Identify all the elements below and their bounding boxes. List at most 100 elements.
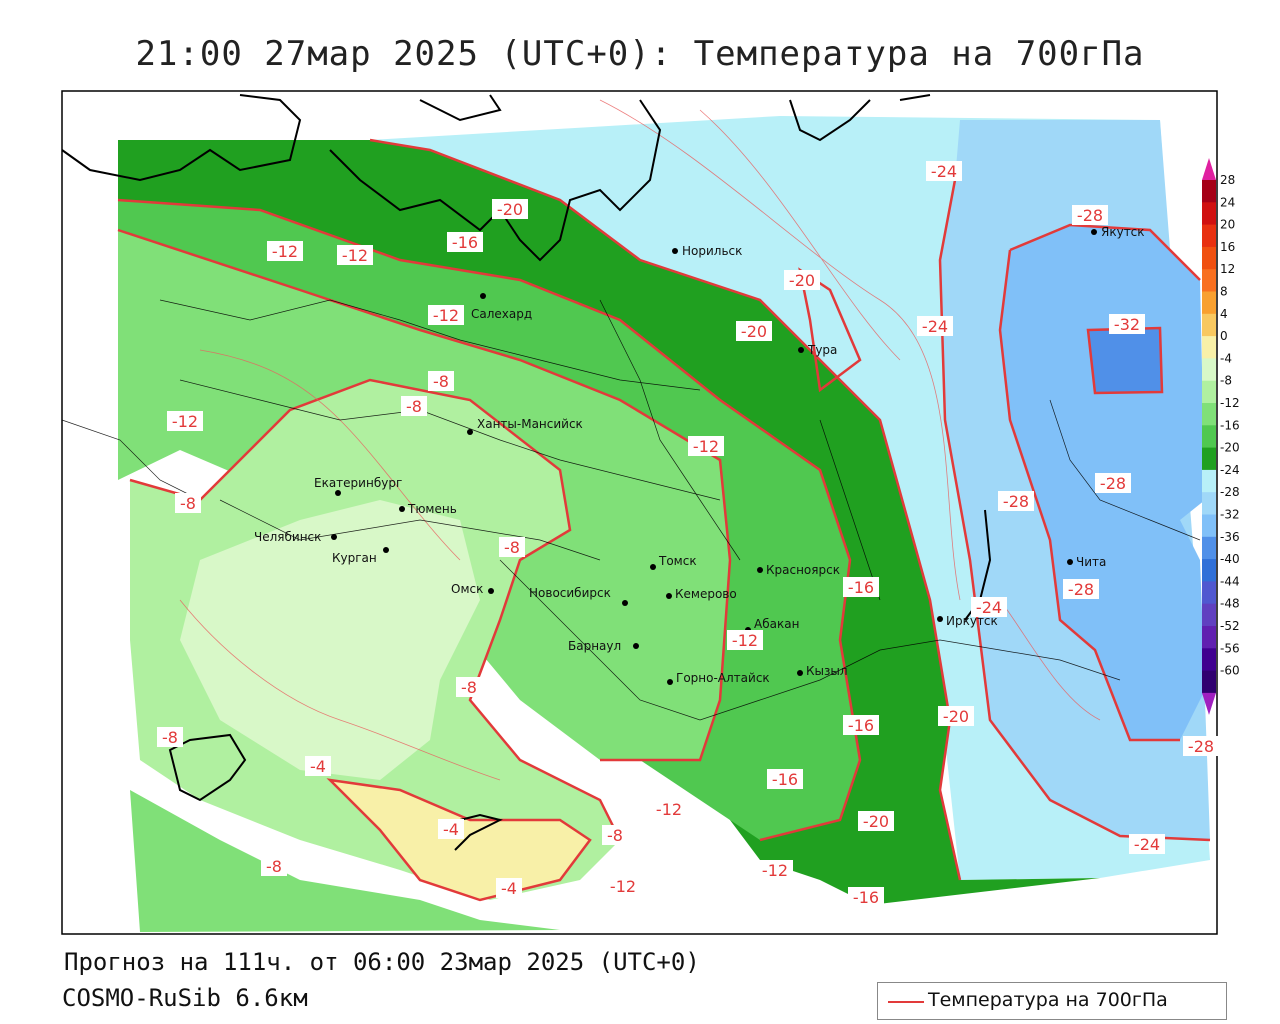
isoline-label-text: -28 [1068,580,1094,599]
isoline-label-bg [858,811,894,831]
isoline-label-bg [267,241,303,261]
city-label: Новосибирск [529,586,611,600]
city-label: Красноярск [766,563,840,577]
isoline-label: -16 [843,577,879,597]
isoline-label-text: -28 [1003,492,1029,511]
isoline-label-text: -28 [1188,737,1214,756]
isoline-label-bg [438,819,464,839]
isoline-label: -12 [428,305,464,325]
city-label: Абакан [754,617,799,631]
colorbar-swatch [1202,670,1216,694]
city-dot [650,564,656,570]
colorbar-label: 24 [1220,195,1235,209]
colorbar-swatch [1202,514,1216,538]
city-19: Иркутск [937,614,998,628]
isoline-label-bg [848,887,884,907]
isoline-label: -20 [938,706,974,726]
isoline-label-bg [602,825,628,845]
isoline-label-bg [447,232,483,252]
isoline-label-text: -16 [772,770,798,789]
coastline-north [61,94,931,262]
isoline-label: -4 [305,756,331,776]
colorbar-label: 20 [1220,218,1235,232]
city-label: Омск [451,582,483,596]
city-7: Тюмень [399,502,457,516]
city-20: Чита [1067,555,1106,569]
colorbar-swatch [1202,291,1216,315]
city-dot [757,567,763,573]
isoline-label-bg [1129,834,1165,854]
city-dot [383,547,389,553]
colorbar-label: -36 [1220,530,1240,544]
isoline-label-bg [843,577,879,597]
isotherm-16 [117,198,862,842]
isoline-label: -20 [858,811,894,831]
isotherm-12 [117,228,732,762]
city-dot [399,506,405,512]
colorbar-swatch [1202,380,1216,404]
isoline-label-text: -8 [266,857,282,876]
isoline-label-text: -8 [504,538,520,557]
isoline-label: -16 [843,715,879,735]
isoline-label-text: -20 [497,200,523,219]
city-17: Горно-Алтайск [667,671,770,685]
isoline-label: -16 [848,887,884,907]
isoline-labels: -24 -28 -20 -16 -12 -12 -12 -20 -24 -32 -20 -8 -8 -12… [157,161,1219,907]
isoline-label: -8 [428,371,454,391]
isoline-label-text: -24 [922,317,948,336]
colorbar-label: -52 [1220,619,1240,633]
isoline-label-text: -8 [607,826,623,845]
isoline-label-bg [1183,736,1219,756]
colorbar-label: -40 [1220,552,1240,566]
colorbar-label: -16 [1220,418,1240,432]
isoline-label: -24 [1129,834,1165,854]
isoline-label-text: -16 [848,578,874,597]
isoline-label-text: -24 [976,598,1002,617]
isoline-label-bg [998,491,1034,511]
city-9: Курган [332,547,389,565]
colorbar-label: 16 [1220,240,1235,254]
caspian [168,733,247,802]
colorbar-swatch [1202,403,1216,426]
city-label: Норильск [682,244,742,258]
field-blue-core [1088,328,1162,393]
colorbar-swatch [1202,492,1216,515]
isotherm-20-south [798,267,862,393]
isoline-label-bg [926,161,962,181]
city-label: Тюмень [407,502,457,516]
city-dot [622,600,628,606]
isoline-label-bg [428,371,454,391]
isoline-label: -12 [688,436,724,456]
isoline-label-text: -8 [162,728,178,747]
isoline-label: -12 [167,411,203,431]
isoline-label-bg [917,316,953,336]
colorbar-swatch [1202,246,1216,270]
colorbar-swatch [1202,559,1216,582]
city-label: Кемерово [675,587,737,601]
isoline-label: -28 [1183,736,1219,756]
isoline-label-text: -4 [310,757,326,776]
city-dot [797,670,803,676]
city-15: Барнаул [568,639,639,653]
isoline-label: -20 [492,199,528,219]
field-green-faint [180,500,480,780]
isoline-label-bg [175,493,201,513]
city-label: Челябинск [254,530,321,544]
isoline-label: -16 [447,232,483,252]
isoline-label: -32 [1109,314,1145,334]
colorbar-label: -60 [1220,664,1240,678]
city-label: Якутск [1101,225,1145,239]
city-label: Горно-Алтайск [676,671,770,685]
forecast-info: Прогноз на 111ч. от 06:00 23мар 2025 (UT… [64,948,700,976]
isoline-label-text: -16 [853,888,879,907]
isoline-label-text: -4 [443,820,459,839]
isoline-label-text: -24 [931,162,957,181]
isoline-label: -12 [337,245,373,265]
city-markers: Норильск Салехард Тура Якутск Ханты-Мансийск… [254,225,1145,685]
isoline-label-bg [843,715,879,735]
city-4: Якутск [1091,225,1145,239]
city-label: Кызыл [806,664,848,678]
isoline-label-text: -12 [693,437,719,456]
city-label: Курган [332,551,377,565]
